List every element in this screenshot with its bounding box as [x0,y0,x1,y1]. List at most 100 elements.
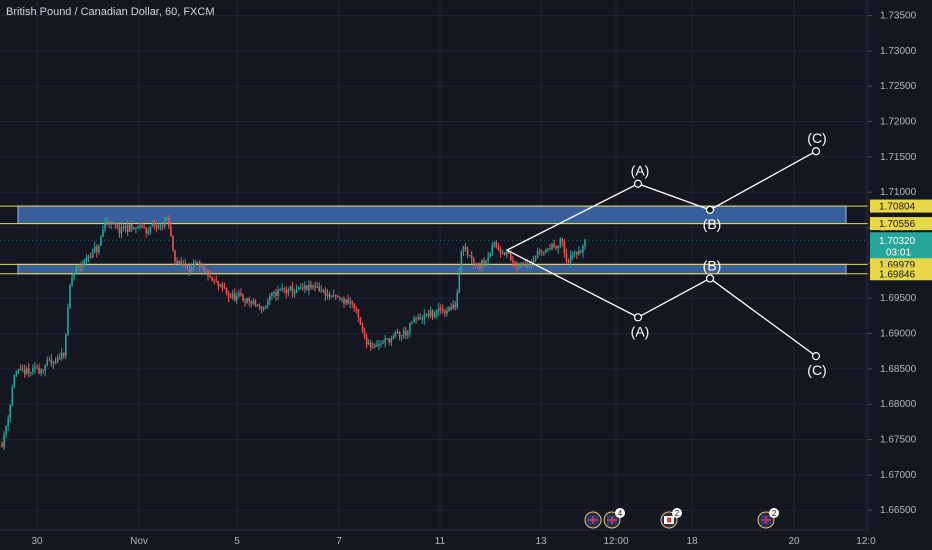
wave_bearish-point[interactable] [705,274,715,283]
candle-body [128,224,131,232]
candles [0,214,868,450]
candle-body [48,359,51,361]
event-count-badge [769,508,779,518]
candle-body [159,225,162,227]
time-tick-label: 11 [435,536,446,547]
candle-body [23,369,26,374]
candle-body [110,223,112,225]
candle-body [87,257,90,259]
candle-body [281,288,283,290]
wave_bearish-path[interactable] [506,249,817,357]
candle-body [536,250,539,258]
time-tick-label: Nov [130,536,148,547]
price-tag-label: 1.69846 [879,269,916,280]
price-tag-label: 1.70556 [879,219,916,230]
chart-title: British Pound / Canadian Dollar, 60, FXC… [6,6,215,18]
candle-body [415,318,417,320]
candle-body [460,250,463,272]
zone-resistance[interactable] [17,205,847,225]
candle-body [382,342,384,344]
zone-support[interactable] [17,263,847,275]
candle-body [330,295,333,297]
candle-body [369,342,372,347]
candle-body [145,227,147,234]
candle-body [231,293,234,298]
candle-body [60,352,63,359]
candle-body [518,266,520,269]
candle-body [223,288,226,290]
event-marker-ca-event[interactable]: 2 [660,508,682,529]
candle-body [390,338,393,343]
wave_bearish-label: (C) [807,362,826,378]
event-markers[interactable]: 4 2 2 [584,508,779,529]
event-count-badge [672,508,682,518]
candle-body [553,243,555,247]
candle-body [114,222,117,225]
wave_bearish-label: (B) [703,257,722,273]
candle-body [100,236,102,246]
event-marker-uk-event-2[interactable]: 4 [603,508,625,529]
wave_bearish-point[interactable] [633,313,643,322]
candle-body [102,229,104,237]
candle-body [32,368,34,373]
wave_bullish-point[interactable] [705,205,715,214]
wave_bullish-point[interactable] [633,179,643,188]
wave_bullish-path[interactable] [506,150,817,251]
candle-body [163,218,166,227]
candle-body [413,318,415,323]
price-tick-label: 1.71500 [880,152,917,163]
candle-body [279,289,281,291]
candle-body [394,332,397,337]
candle-body [417,317,419,319]
candle-body [489,252,492,258]
candle-body [355,308,358,310]
candle-body [201,266,203,268]
price-tick-label: 1.73000 [880,46,917,57]
price-tick-label: 1.72500 [880,81,917,92]
candle-body [137,226,139,228]
candle-body [343,298,345,304]
candle-body [207,270,209,277]
candle-body [240,293,242,295]
time-axis[interactable]: 30 Nov 5 7 11 13 12:00 18 20 12:0 [0,529,876,547]
candle-body [578,251,580,254]
candle-body [388,338,391,343]
candle-body [491,244,494,253]
candle-body [466,248,469,256]
wave_bullish-point[interactable] [811,147,821,156]
candle-body [425,313,428,315]
candle-body [40,369,42,374]
candle-body [27,368,30,373]
candle-body [190,266,193,273]
wave_bearish-point[interactable] [811,352,821,361]
candle-body [547,248,549,250]
candle-body [194,261,197,264]
price-tag [870,217,932,231]
countdown-label: 03:01 [886,247,911,258]
candle-body [287,289,290,293]
candle-body [540,251,543,253]
time-tick-label: 12:0 [856,536,876,547]
time-tick-label: 12:00 [603,536,628,547]
wave-projections[interactable]: (A) (B) (C) (A) (B) (C) [506,130,827,378]
candle-body [487,257,489,261]
candle-body [411,322,413,324]
candle-body [168,217,170,227]
candle-body [65,334,67,356]
candle-body [73,273,75,278]
canada-leaf-icon [667,517,671,523]
candle-body [25,368,28,374]
event-marker-uk-event-3[interactable]: 2 [757,508,779,529]
candle-body [582,246,584,253]
candle-body [291,286,294,293]
candle-body [357,308,360,318]
price-tag-label: 1.69979 [879,260,916,271]
event-marker-uk-event-1[interactable] [584,511,602,529]
candle-body [180,260,183,265]
candle-body [328,293,331,297]
zones[interactable] [0,205,868,275]
candle-body [452,304,454,310]
candle-body [161,225,164,227]
price-axis[interactable]: 1.73500 1.73000 1.72500 1.72000 1.71500 1.710… [867,0,932,550]
